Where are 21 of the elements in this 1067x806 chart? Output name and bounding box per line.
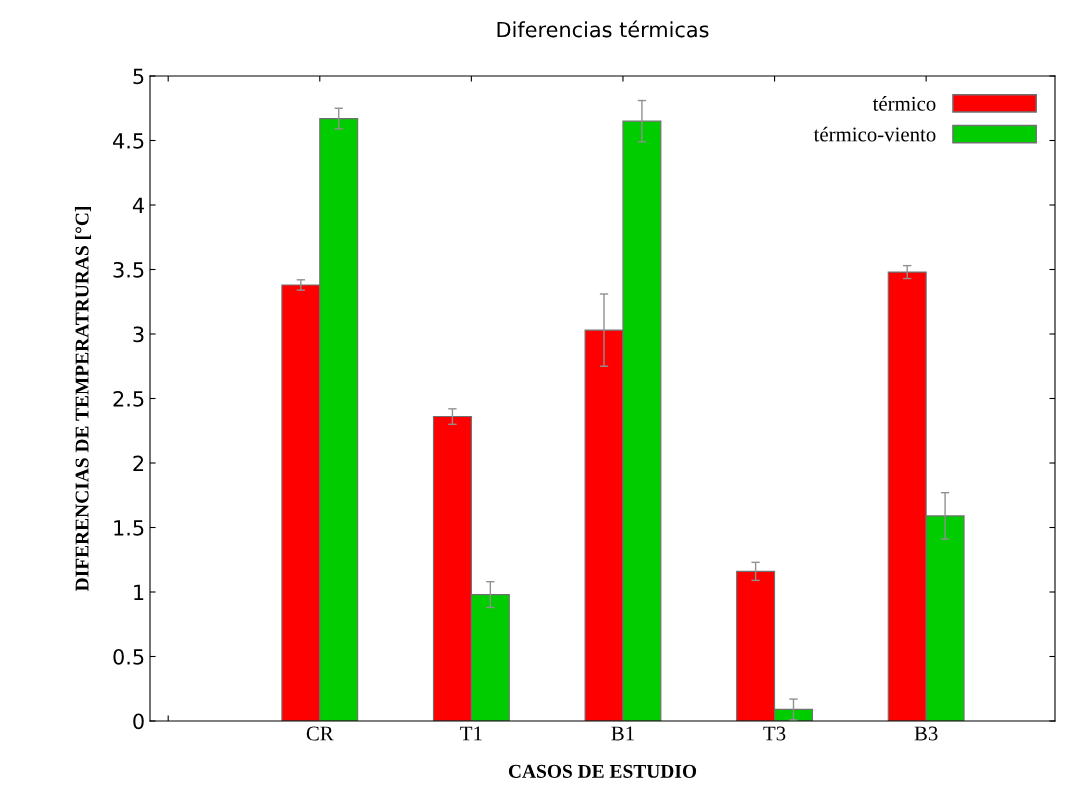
y-tick-label: 4	[132, 197, 144, 213]
x-tick-label: T3	[763, 726, 786, 741]
chart-title: Diferencias térmicas	[497, 20, 709, 38]
y-axis-title: DIFERENCIAS DE TEMPERATRURAS [°C]	[74, 207, 92, 592]
y-tick-label: 2.5	[113, 390, 144, 407]
y-tick-label: 5	[133, 68, 144, 85]
legend-label: térmico-viento	[813, 126, 936, 142]
y-tick-label: 3	[133, 326, 144, 343]
y-tick-label: 0	[133, 713, 144, 730]
y-tick-label: 1	[134, 584, 144, 600]
y-tick-label: 1.5	[114, 520, 144, 536]
y-tick-label: 2	[133, 455, 144, 471]
x-tick-label: CR	[306, 726, 334, 741]
x-tick-label: T1	[460, 726, 482, 741]
x-tick-label: B3	[914, 726, 938, 741]
y-tick-label: 4.5	[113, 133, 144, 149]
y-tick-label: 3.5	[113, 261, 144, 278]
x-axis-title: CASOS DE ESTUDIO	[508, 764, 697, 778]
x-tick-label: B1	[611, 726, 634, 741]
legend-label: térmico	[872, 96, 936, 111]
y-tick-label: 0.5	[113, 648, 144, 665]
